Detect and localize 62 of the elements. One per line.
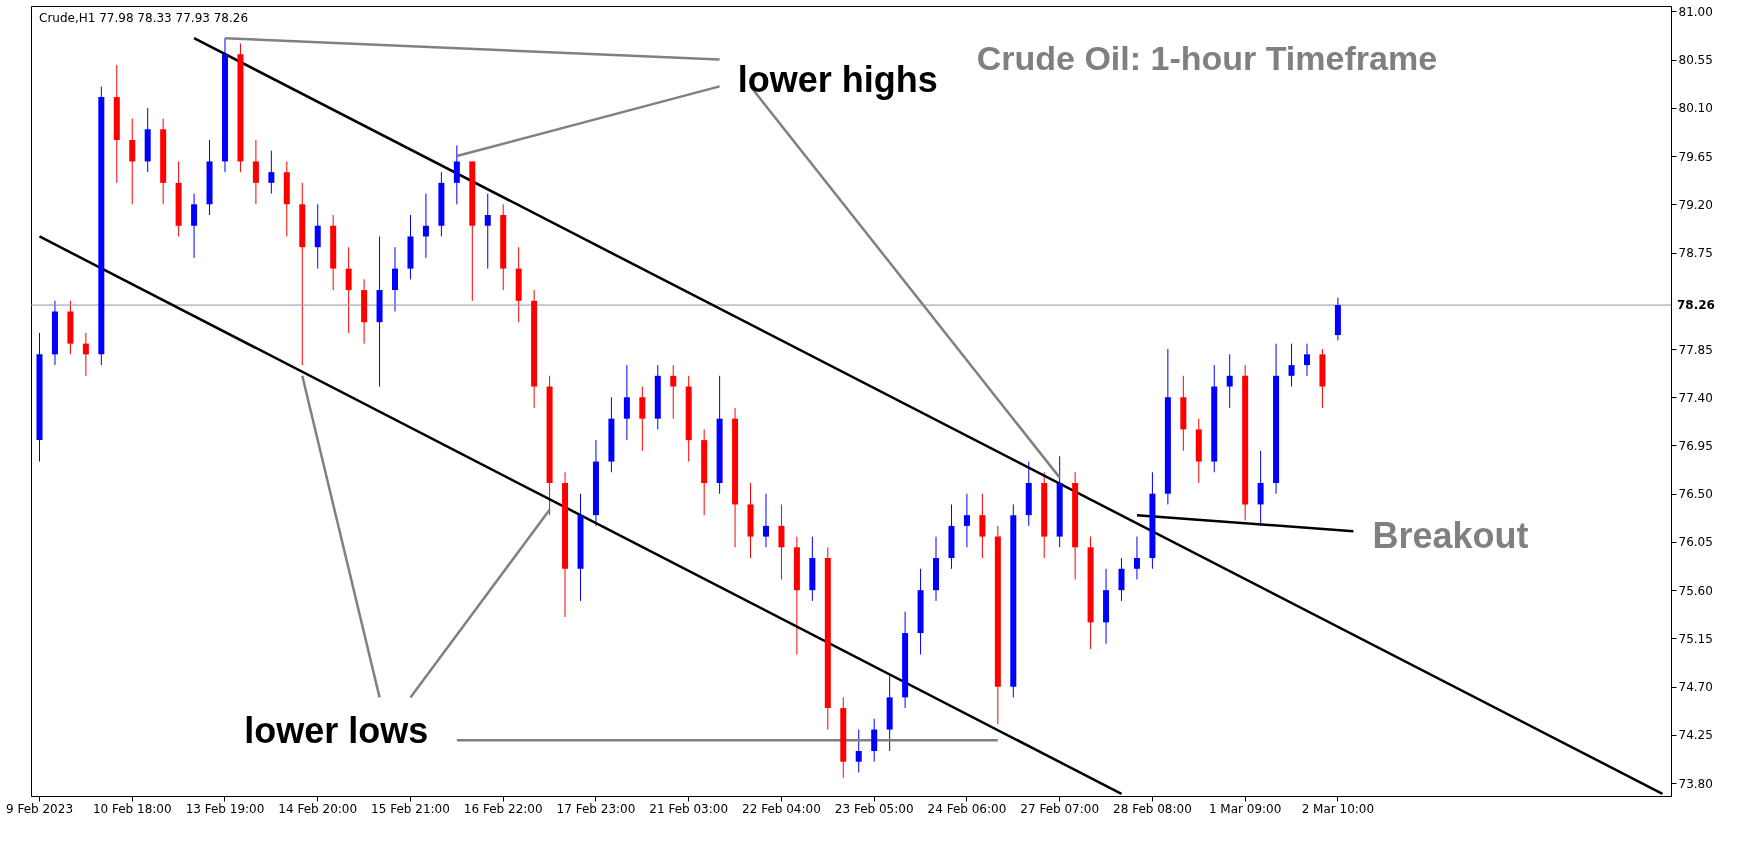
candlestick (345, 246, 352, 334)
x-tick-label: 21 Feb 03:00 (649, 801, 729, 816)
text: Crude Oil: 1-hour Timeframe (976, 38, 1438, 77)
y-tick-label: 81.00 (1678, 4, 1713, 19)
candlestick (963, 493, 970, 548)
candlestick (314, 203, 321, 270)
candlestick (623, 364, 630, 441)
candlestick (871, 718, 878, 763)
candlestick (1133, 536, 1140, 580)
candlestick (1118, 557, 1125, 602)
y-tick-label: 74.70 (1678, 680, 1713, 695)
y-tick-label: 77.85 (1678, 342, 1713, 357)
y-tick-label: 76.50 (1678, 487, 1713, 502)
x-tick-label: 13 Feb 19:00 (185, 801, 265, 816)
x-tick-label: 9 Feb 2023 (5, 801, 74, 816)
y-tick-label: 74.25 (1678, 728, 1713, 743)
y-tick-label: 76.05 (1678, 535, 1713, 550)
x-tick-label: 28 Feb 08:00 (1113, 801, 1192, 816)
candlestick (422, 193, 429, 259)
y-tick-label: 76.95 (1678, 438, 1713, 453)
candlestick (1226, 353, 1233, 409)
y-tick-label: 80.10 (1678, 101, 1713, 116)
x-tick-label: 1 Mar 09:00 (1208, 801, 1282, 816)
y-tick-label: 80.55 (1678, 53, 1713, 68)
candlestick (252, 139, 259, 205)
candlestick (778, 503, 785, 580)
ref-line-label: 78.26 (1677, 298, 1715, 313)
y-tick-label: 75.60 (1678, 583, 1713, 598)
x-tick-label: 10 Feb 18:00 (92, 801, 172, 816)
candlestick (191, 193, 198, 259)
x-tick-label: 14 Feb 20:00 (278, 801, 358, 816)
x-tick-label: 17 Feb 23:00 (556, 801, 636, 816)
candlestick (129, 118, 136, 205)
y-tick-label: 79.65 (1678, 149, 1713, 164)
x-tick-label: 2 Mar 10:00 (1301, 801, 1375, 816)
candlestick (82, 332, 89, 377)
annotation: Breakout (1372, 514, 1529, 556)
y-tick-label: 73.80 (1678, 776, 1713, 791)
x-tick-label: 16 Feb 22:00 (463, 801, 543, 816)
y-tick-label: 75.15 (1678, 631, 1713, 646)
candlestick (1288, 343, 1295, 388)
x-tick-label: 24 Feb 06:00 (927, 801, 1007, 816)
y-tick-label: 77.40 (1678, 390, 1713, 405)
candlestick (670, 364, 677, 420)
x-tick-label: 15 Feb 21:00 (371, 801, 450, 816)
annotation: lower highs (737, 59, 938, 101)
annotation: lower lows (244, 710, 429, 752)
y-tick-label: 79.20 (1678, 197, 1713, 212)
candlestick (1303, 343, 1310, 377)
candlestick (453, 144, 460, 205)
candlestick (979, 493, 986, 559)
candlestick (484, 193, 491, 270)
candlestick (855, 729, 862, 773)
y-tick-label: 78.75 (1678, 246, 1713, 261)
candlestick (268, 150, 275, 195)
candlestick (639, 386, 646, 452)
candlestick (392, 246, 399, 312)
x-tick-label: 22 Feb 04:00 (742, 801, 821, 816)
chart-subtitle: Crude,H1 77.98 78.33 77.93 78.26 (39, 11, 249, 25)
x-tick-label: 23 Feb 05:00 (834, 801, 914, 816)
x-tick-label: 27 Feb 07:00 (1020, 801, 1100, 816)
candlestick (762, 493, 769, 548)
